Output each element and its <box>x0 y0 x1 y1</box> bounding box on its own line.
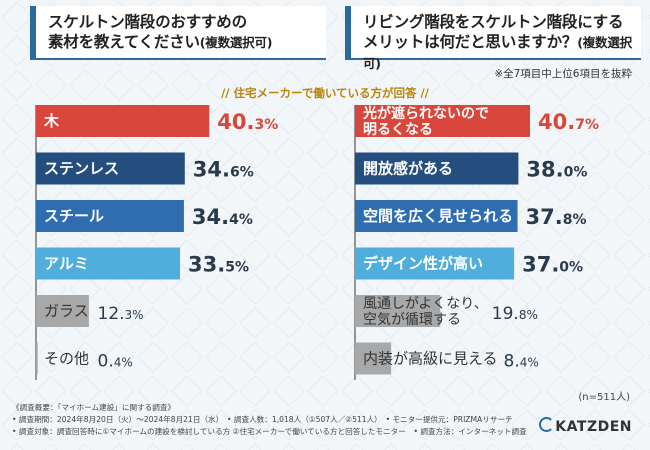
value-label: 19.8% <box>492 304 538 324</box>
category-label: アルミ <box>44 255 89 273</box>
bar <box>355 152 519 185</box>
category-label: 内装が高級に見える <box>363 350 498 368</box>
category-label: 風通しがよくなり、空気が循環する <box>363 296 488 328</box>
chart-left: 木 40.3% ステンレス 34.6% スチール 34.4% アルミ 33.5% ガラス 12.3… <box>35 105 278 380</box>
chart-right: 光が遮られないので明るくなる 40.7% 開放感がある 38.0% 空間を広く見せられる… <box>354 105 599 380</box>
bar <box>36 295 89 327</box>
bar <box>36 247 181 280</box>
right-chart-title: リビング階段をスケルトン階段にする メリットは何だと思いますか？(複数選択可) <box>345 6 641 71</box>
bar <box>36 105 210 137</box>
category-label: ステンレス <box>44 160 119 178</box>
category-label: スチール <box>44 207 104 225</box>
value-label: 34.4% <box>192 205 253 229</box>
right-title-line2: メリットは何だと思いますか？ <box>363 33 578 51</box>
brand-name: KATZDEN <box>555 419 632 435</box>
category-label: ガラス <box>44 302 89 320</box>
respondent-label: // 住宅メーカーで働いている方が回答 // <box>221 86 429 100</box>
category-label: 開放感がある <box>363 160 453 178</box>
bar <box>355 295 441 327</box>
left-title-line2: 素材を教えてください <box>48 33 200 51</box>
category-label: 光が遮られないので明るくなる <box>362 105 489 138</box>
right-title-line1: リビング階段をスケルトン階段にする <box>363 13 624 31</box>
value-label: 38.0% <box>526 158 587 182</box>
bar <box>355 342 392 375</box>
right-title-suffix: (複数選択可) <box>363 35 632 71</box>
footer-line3: • 調査対象：調査回答時に①マイホームの建設を検討している方 ②住宅メーカーで働… <box>12 427 527 436</box>
value-label: 8.4% <box>504 352 539 372</box>
left-title-suffix: (複数選択可) <box>199 35 273 50</box>
survey-footer: 《調査概要：「マイホーム建設」に関する調査》 • 調査期間：2024年8月20日… <box>12 402 572 438</box>
excerpt-note: ※全7項目中上位6項目を抜粋 <box>494 68 632 80</box>
bar <box>355 247 515 280</box>
category-label: 木 <box>43 112 60 130</box>
category-label: 空間を広く見せられる <box>363 207 513 225</box>
value-label: 40.7% <box>538 110 599 134</box>
value-label: 37.8% <box>526 205 587 229</box>
value-label: 40.3% <box>217 110 278 134</box>
value-label: 12.3% <box>98 304 144 324</box>
bar <box>355 105 531 137</box>
bar <box>36 200 184 232</box>
value-label: 37.0% <box>522 253 583 277</box>
footer-line1: 《調査概要：「マイホーム建設」に関する調査》 <box>12 403 176 412</box>
bar <box>36 152 185 185</box>
brand-logo: KATZDEN <box>539 417 632 435</box>
left-chart-title: スケルトン階段のおすすめの 素材を教えてください(複数選択可) <box>30 6 326 60</box>
sample-size: (n=511人) <box>578 392 630 403</box>
bar <box>355 200 518 232</box>
brand-icon <box>539 417 555 432</box>
value-label: 34.6% <box>193 158 254 182</box>
bar <box>36 342 38 375</box>
category-label: デザイン性が高い <box>363 255 483 273</box>
value-label: 33.5% <box>188 253 249 277</box>
value-label: 0.4% <box>98 352 133 372</box>
footer-line2: • 調査期間：2024年8月20日（火）～2024年8月21日（水） • 調査人… <box>12 415 513 424</box>
left-title-line1: スケルトン階段のおすすめの <box>48 13 247 31</box>
category-label: その他 <box>44 350 89 368</box>
